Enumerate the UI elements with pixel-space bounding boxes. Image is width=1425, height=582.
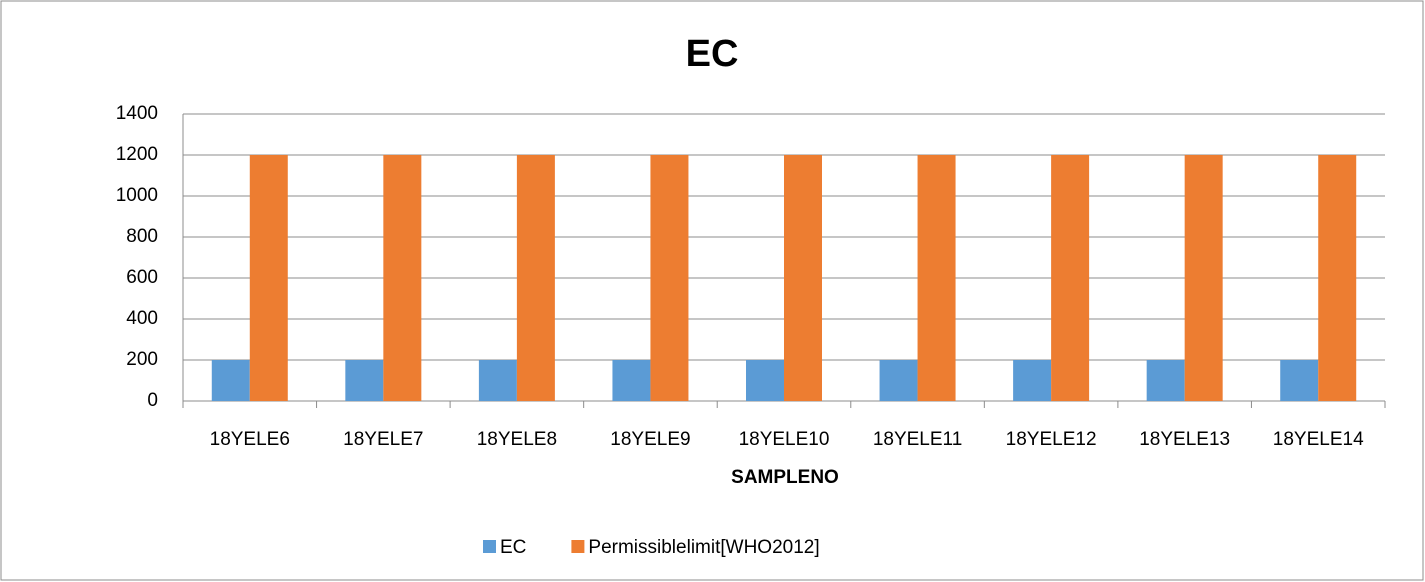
y-tick-label: 800: [126, 226, 158, 247]
bar: [917, 155, 956, 401]
bar: [1318, 155, 1357, 401]
bar: [249, 155, 288, 401]
legend-swatch: [571, 540, 585, 553]
y-tick-label: 400: [126, 308, 158, 329]
legend-label: Permissiblelimit[WHO2012]: [588, 537, 819, 558]
bar: [478, 360, 517, 401]
bar: [516, 155, 555, 401]
y-tick-label: 200: [126, 349, 158, 370]
bar: [650, 155, 689, 401]
x-tick-label: 18YELE9: [610, 429, 690, 450]
bar: [345, 360, 384, 401]
y-tick-label: 1400: [116, 103, 158, 124]
bar: [383, 155, 422, 401]
x-tick-label: 18YELE13: [1139, 429, 1230, 450]
legend-label: EC: [500, 537, 526, 558]
x-tick-label: 18YELE7: [343, 429, 423, 450]
bar: [746, 360, 784, 401]
x-tick-label: 18YELE6: [210, 429, 290, 450]
bar: [1051, 155, 1090, 401]
bar: [1146, 360, 1185, 401]
bar: [211, 360, 250, 401]
y-tick-label: 0: [147, 390, 158, 411]
y-tick-label: 1000: [116, 185, 158, 206]
bar: [1013, 360, 1052, 401]
legend-swatch: [483, 540, 496, 553]
x-tick-label: 18YELE12: [1006, 429, 1097, 450]
bar: [879, 360, 918, 401]
y-tick-label: 1200: [116, 144, 158, 165]
bar: [612, 360, 651, 401]
bar: [1184, 155, 1223, 401]
x-tick-label: 18YELE8: [477, 429, 557, 450]
x-axis-label: SAMPLENO: [731, 467, 839, 488]
y-tick-label: 600: [126, 267, 158, 288]
x-tick-label: 18YELE11: [873, 429, 962, 450]
bar: [1280, 360, 1319, 401]
bar: [784, 155, 822, 401]
chart-title: EC: [686, 33, 739, 75]
x-tick-label: 18YELE10: [739, 429, 830, 450]
x-tick-label: 18YELE14: [1273, 429, 1364, 450]
